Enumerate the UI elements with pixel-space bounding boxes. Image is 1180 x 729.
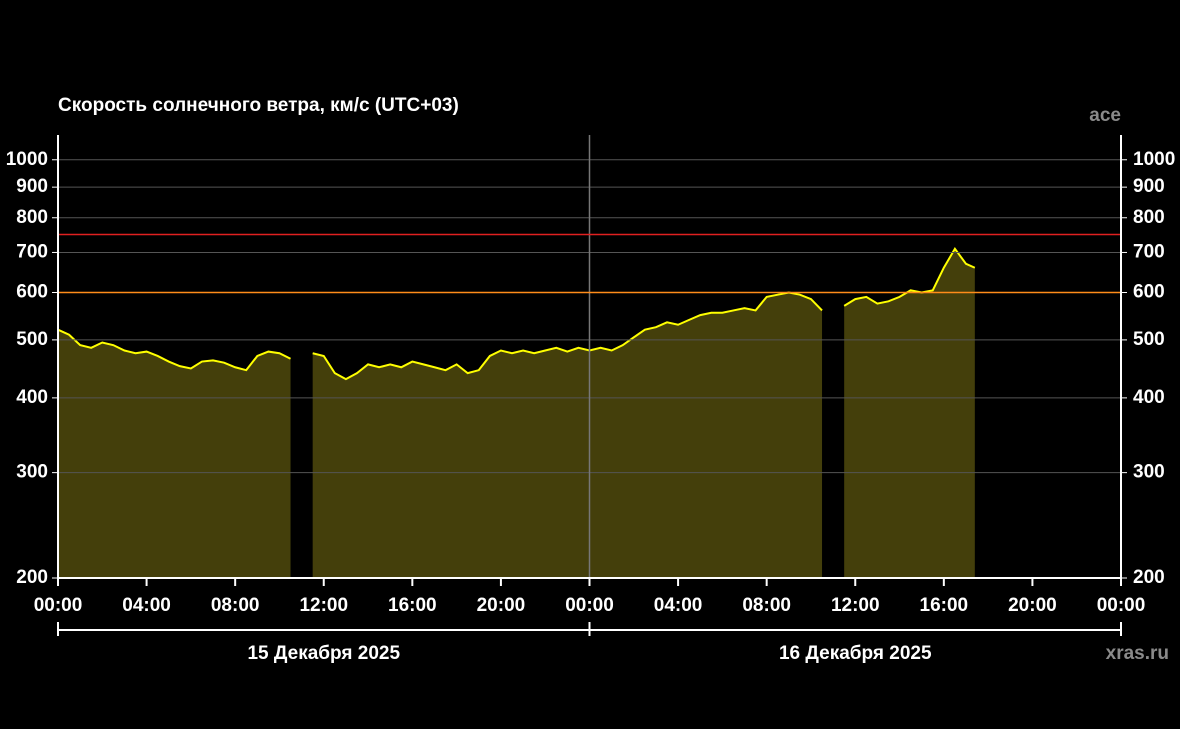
x-tick-label: 00:00 [565,595,614,616]
x-tick-label: 00:00 [1097,595,1146,616]
line [312,291,823,381]
y-tick-label: 600 [1133,282,1165,303]
x-tick-label: 16:00 [920,595,969,616]
y-tick-label: 200 [1133,567,1165,588]
date-label: 16 Декабря 2025 [779,643,932,664]
y-tick-label: 900 [1133,176,1165,197]
x-tick-label: 12:00 [831,595,880,616]
x-tick-label: 04:00 [122,595,171,616]
y-tick-label: 1000 [1133,149,1175,170]
area [312,292,823,578]
y-tick-label: 800 [16,207,48,228]
x-tick-label: 20:00 [1008,595,1057,616]
chart-title: Скорость солнечного ветра, км/с (UTC+03) [58,95,459,116]
y-tick-label: 1000 [6,149,48,170]
x-tick-label: 00:00 [34,595,83,616]
x-tick-label: 08:00 [742,595,791,616]
y-tick-label: 400 [1133,387,1165,408]
y-tick-label: 400 [16,387,48,408]
x-tick-label: 04:00 [654,595,703,616]
y-tick-label: 500 [1133,329,1165,350]
x-tick-label: 16:00 [388,595,437,616]
area [58,329,291,578]
y-tick-label: 300 [16,462,48,483]
x-tick-label: 08:00 [211,595,260,616]
y-tick-label: 700 [1133,241,1165,262]
x-tick-label: 12:00 [299,595,348,616]
y-tick-label: 300 [1133,462,1165,483]
y-tick-label: 600 [16,282,48,303]
x-tick-label: 20:00 [477,595,526,616]
y-tick-label: 900 [16,176,48,197]
y-tick-label: 200 [16,567,48,588]
area [844,248,975,579]
y-tick-label: 700 [16,241,48,262]
line [843,246,976,307]
source-label: ace [1089,105,1121,126]
y-tick-label: 500 [16,329,48,350]
line [57,328,291,372]
y-tick-label: 800 [1133,207,1165,228]
watermark: xras.ru [1106,643,1169,664]
date-label: 15 Декабря 2025 [247,643,400,664]
